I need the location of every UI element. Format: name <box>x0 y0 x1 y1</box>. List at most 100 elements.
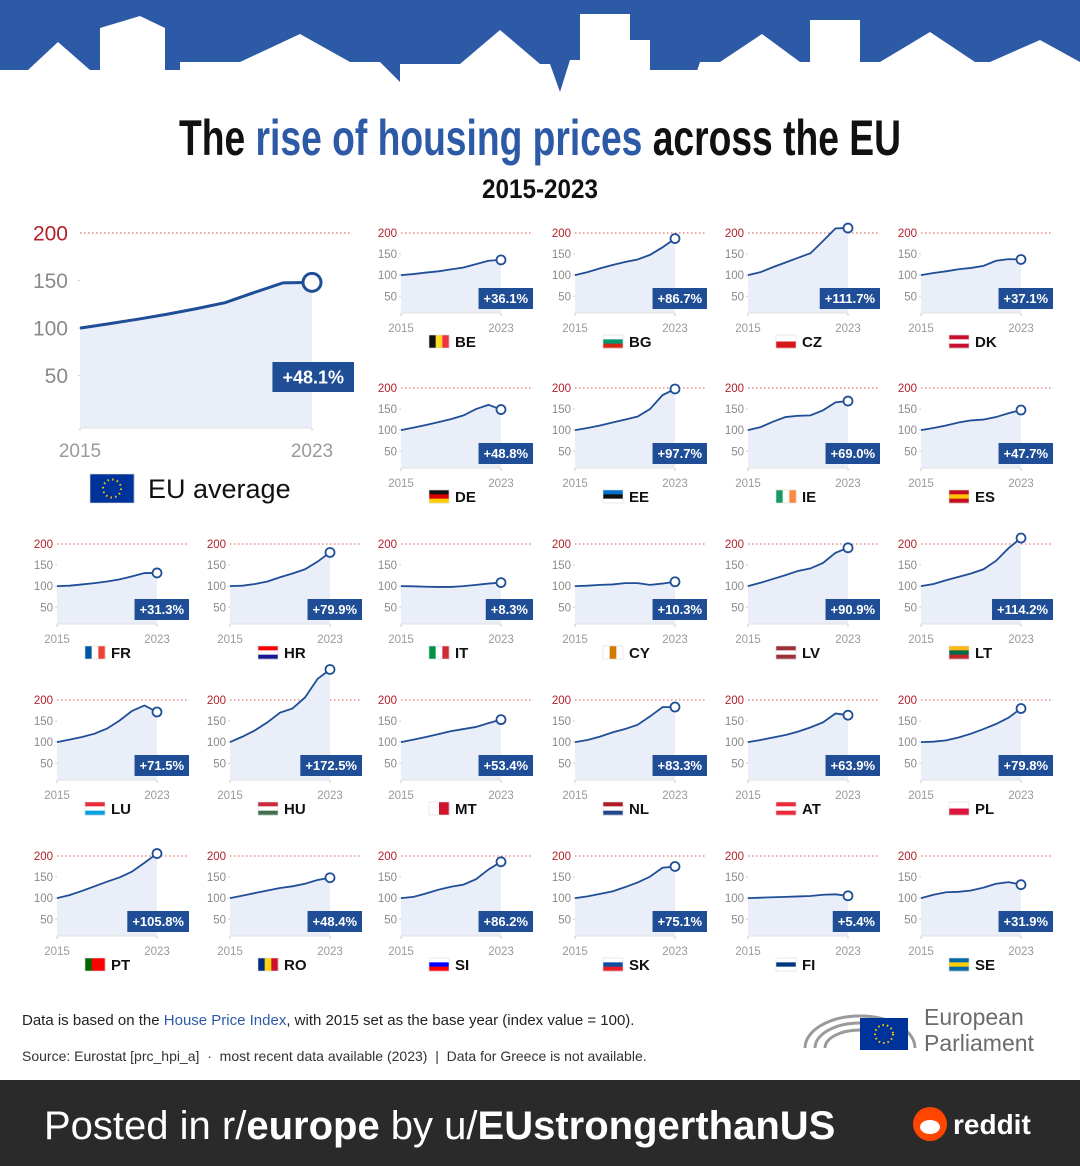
y-tick-label: 150 <box>725 872 744 884</box>
y-tick-label: 100 <box>725 425 744 437</box>
banner-part: by u/ <box>380 1104 479 1148</box>
country-name: SI <box>455 957 469 974</box>
flag-stripe <box>603 339 623 344</box>
y-tick-label: 150 <box>207 716 226 728</box>
flag-stripe <box>429 646 436 659</box>
y-tick-label: 200 <box>34 851 53 863</box>
y-tick-label: 150 <box>898 872 917 884</box>
x-tick-label: 2015 <box>217 634 243 646</box>
y-tick-label: 150 <box>725 560 744 572</box>
y-tick-label: 50 <box>904 914 917 926</box>
banner <box>0 1080 1080 1166</box>
country-name: CZ <box>802 334 822 351</box>
change-label: +53.4% <box>484 758 529 773</box>
line <box>56 572 158 588</box>
mini-chart: 50 100 150 200 2015 2023 +111.7% CZ <box>725 222 880 351</box>
y-tick-label: 100 <box>552 425 571 437</box>
y-tick-label: 200 <box>898 383 917 395</box>
flag-stripe <box>429 498 449 504</box>
change-label: +37.1% <box>1004 291 1049 306</box>
y-tick-label: 100 <box>552 893 571 905</box>
y-tick-label: 200 <box>378 695 397 707</box>
y-tick-label: 200 <box>725 228 744 240</box>
y-tick-label: 200 <box>207 539 226 551</box>
flag <box>602 334 624 349</box>
country-name: EE <box>629 489 649 506</box>
y-tick-label: 200 <box>552 695 571 707</box>
country-name: ES <box>975 489 995 506</box>
x-tick-label: 2023 <box>662 478 688 490</box>
y-tick-label: 150 <box>725 716 744 728</box>
x-tick-label: 2023 <box>835 634 861 646</box>
label-box <box>652 599 707 620</box>
flag-stripe <box>603 494 623 499</box>
line <box>400 403 502 431</box>
area <box>575 581 675 624</box>
change-label: +105.8% <box>132 914 184 929</box>
line <box>400 861 502 900</box>
label-box <box>134 755 189 776</box>
subtitle: 2015-2023 <box>482 174 598 204</box>
note-link[interactable]: House Price Index <box>164 1012 287 1029</box>
country-name: FI <box>802 957 815 974</box>
y-tick-label: 100 <box>34 737 53 749</box>
line <box>56 852 158 899</box>
y-tick-label: 200 <box>33 223 68 246</box>
flag-stripe <box>429 494 449 499</box>
x-tick-label: 2023 <box>317 634 343 646</box>
y-tick-label: 200 <box>725 539 744 551</box>
flag-stripe <box>949 808 969 816</box>
flag-stripe <box>258 646 278 651</box>
flag-border <box>948 957 970 972</box>
label-box <box>825 755 880 776</box>
line <box>920 409 1022 431</box>
area <box>57 572 157 624</box>
x-tick-label: 2015 <box>562 634 588 646</box>
mini-chart: 50 100 150 200 2015 2023 +71.5% LU <box>34 695 189 818</box>
end-marker <box>324 664 336 675</box>
x-tick-label: 2023 <box>662 790 688 802</box>
y-tick-label: 100 <box>378 425 397 437</box>
end-marker <box>324 872 336 884</box>
end-marker <box>301 271 323 293</box>
flag <box>602 801 624 816</box>
y-tick-label: 200 <box>34 695 53 707</box>
y-tick-label: 100 <box>898 270 917 282</box>
title: The rise of housing prices across the EU <box>179 110 901 166</box>
flag-border <box>602 645 624 660</box>
line <box>574 706 676 743</box>
flag-stripe <box>789 490 797 503</box>
y-tick-label: 50 <box>558 291 571 303</box>
flag-stripe <box>776 654 796 660</box>
y-tick-label: 100 <box>552 737 571 749</box>
country-name: DK <box>975 334 997 351</box>
country-name: BG <box>629 334 652 351</box>
y-tick-label: 50 <box>904 758 917 770</box>
flag-stripe <box>776 806 796 811</box>
flag-stripe <box>429 335 436 348</box>
change-label: +86.7% <box>658 291 703 306</box>
banner-part: Posted in r/ <box>44 1104 247 1148</box>
flag <box>948 957 970 972</box>
y-tick-label: 100 <box>552 270 571 282</box>
flag-stripe <box>439 802 450 815</box>
area <box>748 894 848 936</box>
mini-chart: 50 100 150 200 2015 2023 +75.1% SK <box>552 851 707 974</box>
flag-stripe <box>776 650 796 655</box>
end-marker <box>669 233 681 245</box>
banner-part[interactable]: europe <box>246 1104 379 1148</box>
flag-border <box>257 645 279 660</box>
x-tick-label: 2023 <box>1008 323 1034 335</box>
flag-stripe <box>949 498 969 504</box>
title-highlight: rise of housing prices <box>256 110 643 166</box>
flag-stripe <box>603 498 623 504</box>
flag-stripe <box>609 646 617 659</box>
mini-chart: 50 100 150 200 2015 2023 +83.3% NL <box>552 695 707 818</box>
line <box>574 388 676 431</box>
x-tick-label: 2015 <box>735 634 761 646</box>
change-label: +5.4% <box>838 914 876 929</box>
label-box <box>478 911 533 932</box>
banner-part[interactable]: EUstrongerthanUS <box>478 1104 836 1148</box>
y-tick-label: 100 <box>378 270 397 282</box>
flag-stripe <box>949 958 969 963</box>
